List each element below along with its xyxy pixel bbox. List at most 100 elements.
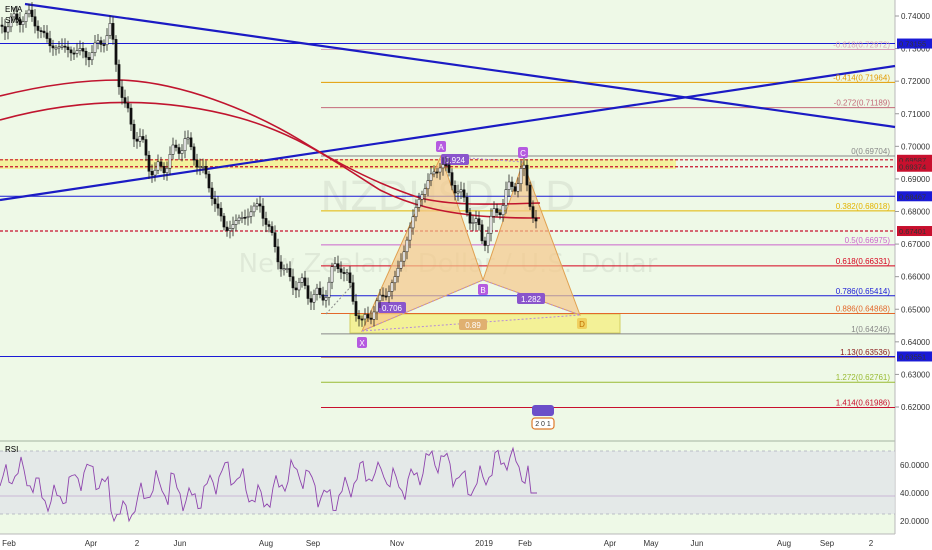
price-tick-label: 0.69000	[901, 175, 930, 184]
candle-body	[75, 50, 79, 54]
candle-body	[516, 183, 520, 192]
candle-body	[294, 287, 298, 291]
price-tag-label: 0.69374	[899, 163, 926, 172]
pattern-ratio-badge	[441, 154, 469, 165]
price-tick-label: 0.70000	[901, 142, 930, 151]
candle-body	[177, 147, 181, 154]
candle-body	[48, 38, 52, 47]
candle-body	[426, 180, 430, 190]
candle-body	[300, 277, 304, 283]
candle-body	[477, 218, 481, 225]
candle-body	[423, 188, 427, 195]
candle-body	[411, 216, 415, 229]
candle-body	[444, 164, 448, 166]
price-tick-label: 0.62000	[901, 403, 930, 412]
candle-body	[372, 311, 376, 320]
fib-level-label: 0.5(0.66975)	[845, 236, 891, 245]
candle-body	[222, 215, 226, 228]
candle-body	[237, 217, 241, 221]
pattern-point-label: D	[579, 320, 585, 329]
candle-body	[531, 206, 535, 219]
candle-body	[456, 191, 460, 194]
candle-body	[69, 49, 73, 54]
time-tick-label: Apr	[85, 539, 98, 548]
candle-body	[66, 46, 70, 51]
candle-body	[486, 233, 490, 246]
badge-text: 2 0 1	[535, 421, 551, 428]
candle-body	[366, 314, 370, 319]
candle-body	[339, 268, 343, 273]
candle-body	[162, 165, 166, 174]
time-tick-label: Apr	[604, 539, 617, 548]
pattern-ratio-label: 1.282	[521, 295, 542, 304]
candle-body	[204, 166, 208, 175]
rsi-tick-label: 60.0000	[900, 461, 929, 470]
candle-body	[318, 287, 322, 295]
candle-body	[171, 144, 175, 155]
pattern-ratio-badge	[378, 302, 406, 313]
candle-body	[450, 172, 454, 186]
pattern-point-marker	[436, 141, 446, 152]
candle-body	[186, 137, 190, 140]
candle-body	[306, 285, 310, 299]
fibonacci-levels[interactable]	[321, 48, 895, 408]
candle-body	[252, 205, 256, 213]
candle-body	[30, 9, 34, 17]
time-tick-label: May	[643, 539, 658, 548]
candle-body	[261, 205, 265, 219]
time-tick-label: 2	[869, 539, 874, 548]
price-tag-box	[897, 161, 932, 172]
pattern-point-label: A	[438, 143, 444, 152]
rsi-indicator	[0, 446, 895, 523]
candle-body	[150, 171, 154, 176]
candle-body	[282, 268, 286, 271]
candle-body	[255, 203, 259, 207]
candle-body	[0, 24, 4, 27]
candle-body	[87, 57, 91, 61]
candle-body	[483, 240, 487, 246]
down-trendline[interactable]	[24, 2, 896, 129]
candle-body	[27, 9, 31, 15]
candle-body	[219, 207, 223, 217]
candle-body	[99, 40, 103, 45]
candle-body	[228, 228, 232, 231]
fib-level-label: 0.618(0.66331)	[836, 257, 891, 266]
pattern-ratio-label: 0.706	[382, 304, 403, 313]
candle-body	[384, 295, 388, 298]
candle-body	[468, 212, 472, 224]
candle-body	[459, 189, 463, 193]
candle-body	[522, 164, 526, 169]
candle-body	[174, 144, 178, 148]
candle-body	[96, 40, 100, 44]
candle-body	[357, 315, 361, 320]
candle-body	[420, 194, 424, 200]
candle-body	[6, 26, 10, 33]
time-axis[interactable]	[0, 534, 932, 550]
candle-body	[132, 123, 136, 140]
candle-body	[33, 16, 37, 27]
price-axis[interactable]	[895, 0, 932, 534]
dashed-projection[interactable]	[325, 281, 356, 315]
candle-body	[441, 164, 445, 169]
candle-body	[462, 189, 466, 198]
candle-body	[45, 32, 49, 39]
candle-body	[207, 173, 211, 189]
candle-body	[363, 314, 367, 320]
candle-body	[390, 282, 394, 292]
candle-body	[198, 166, 202, 168]
candle-body	[528, 184, 532, 207]
price-tick-label: 0.66000	[901, 273, 930, 282]
candle-body	[312, 294, 316, 303]
rsi-tick-label: 40.0000	[900, 489, 929, 498]
candle-body	[435, 171, 439, 174]
candle-body	[249, 211, 253, 217]
candle-body	[327, 281, 331, 298]
candle-body	[123, 97, 127, 104]
time-tick-label: 2	[135, 539, 140, 548]
pattern-point-label: B	[480, 286, 485, 295]
event-badge[interactable]: 2 0 1	[531, 405, 555, 430]
candle-body	[78, 48, 82, 51]
candle-body	[3, 26, 7, 33]
candle-body	[102, 44, 106, 46]
